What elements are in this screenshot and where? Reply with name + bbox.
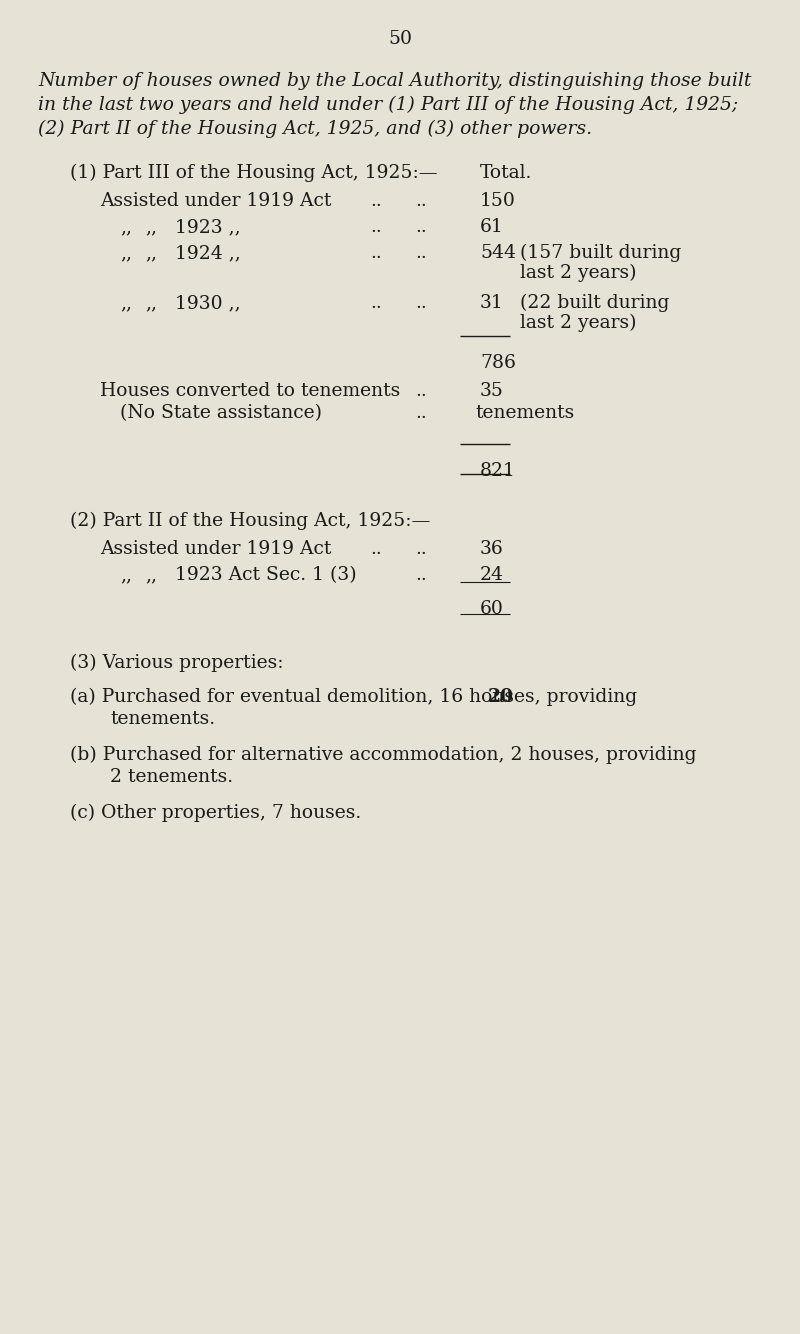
Text: last 2 years): last 2 years) [520, 264, 637, 283]
Text: ,,: ,, [120, 566, 132, 584]
Text: ..: .. [370, 192, 382, 209]
Text: (No State assistance): (No State assistance) [120, 404, 322, 422]
Text: in the last two years and held under (1) Part III of the Housing Act, 1925;: in the last two years and held under (1)… [38, 96, 738, 115]
Text: (c) Other properties, 7 houses.: (c) Other properties, 7 houses. [70, 804, 362, 822]
Text: (2) Part II of the Housing Act, 1925, and (3) other powers.: (2) Part II of the Housing Act, 1925, an… [38, 120, 592, 139]
Text: 50: 50 [388, 29, 412, 48]
Text: ,,: ,, [145, 293, 157, 312]
Text: tenements.: tenements. [110, 710, 215, 728]
Text: ..: .. [370, 540, 382, 558]
Text: tenements: tenements [475, 404, 574, 422]
Text: 31: 31 [480, 293, 504, 312]
Text: ,,: ,, [145, 566, 157, 584]
Text: 61: 61 [480, 217, 504, 236]
Text: 786: 786 [480, 354, 516, 372]
Text: 1930 ,,: 1930 ,, [175, 293, 241, 312]
Text: 544: 544 [480, 244, 516, 261]
Text: 821: 821 [480, 462, 516, 480]
Text: ..: .. [415, 404, 426, 422]
Text: (2) Part II of the Housing Act, 1925:—: (2) Part II of the Housing Act, 1925:— [70, 512, 430, 530]
Text: ..: .. [370, 217, 382, 236]
Text: ..: .. [370, 244, 382, 261]
Text: (1) Part III of the Housing Act, 1925:—: (1) Part III of the Housing Act, 1925:— [70, 164, 438, 183]
Text: ,,: ,, [145, 217, 157, 236]
Text: ..: .. [415, 192, 426, 209]
Text: 35: 35 [480, 382, 504, 400]
Text: (b) Purchased for alternative accommodation, 2 houses, providing: (b) Purchased for alternative accommodat… [70, 746, 697, 764]
Text: ,,: ,, [120, 217, 132, 236]
Text: Total.: Total. [480, 164, 532, 181]
Text: ..: .. [415, 217, 426, 236]
Text: 60: 60 [480, 600, 504, 618]
Text: ..: .. [415, 566, 426, 584]
Text: 150: 150 [480, 192, 516, 209]
Text: Number of houses owned by the Local Authority, distinguishing those built: Number of houses owned by the Local Auth… [38, 72, 751, 89]
Text: (22 built during: (22 built during [520, 293, 670, 312]
Text: 36: 36 [480, 540, 504, 558]
Text: (a) Purchased for eventual demolition, 16 houses, providing: (a) Purchased for eventual demolition, 1… [70, 688, 643, 706]
Text: ..: .. [415, 244, 426, 261]
Text: (3) Various properties:: (3) Various properties: [70, 654, 283, 672]
Text: last 2 years): last 2 years) [520, 313, 637, 332]
Text: ,,: ,, [120, 293, 132, 312]
Text: 24: 24 [480, 566, 504, 584]
Text: 1923 Act Sec. 1 (3): 1923 Act Sec. 1 (3) [175, 566, 357, 584]
Text: Assisted under 1919 Act: Assisted under 1919 Act [100, 192, 331, 209]
Text: ..: .. [415, 382, 426, 400]
Text: 1923 ,,: 1923 ,, [175, 217, 241, 236]
Text: Houses converted to tenements: Houses converted to tenements [100, 382, 400, 400]
Text: (157 built during: (157 built during [520, 244, 682, 263]
Text: Assisted under 1919 Act: Assisted under 1919 Act [100, 540, 331, 558]
Text: ,,: ,, [120, 244, 132, 261]
Text: ..: .. [415, 540, 426, 558]
Text: ..: .. [415, 293, 426, 312]
Text: ..: .. [370, 293, 382, 312]
Text: 1924 ,,: 1924 ,, [175, 244, 241, 261]
Text: 2 tenements.: 2 tenements. [110, 768, 233, 786]
Text: ,,: ,, [145, 244, 157, 261]
Text: 20: 20 [488, 688, 514, 706]
